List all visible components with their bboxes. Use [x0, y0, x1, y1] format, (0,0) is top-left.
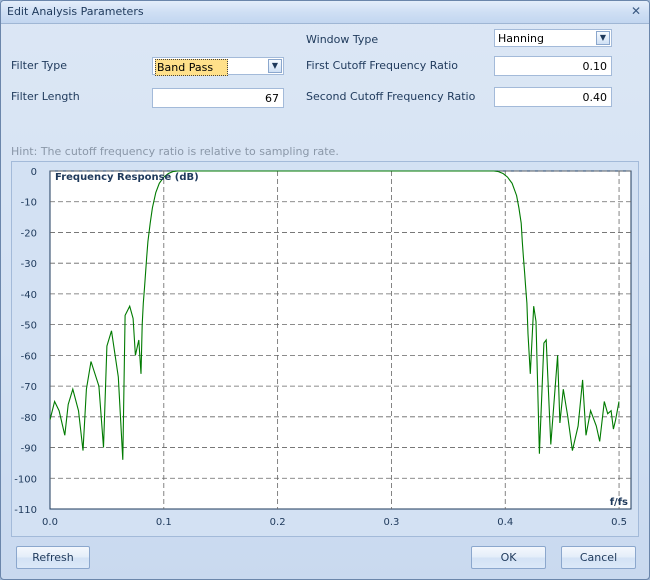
first-cutoff-input[interactable]: 0.10 — [494, 56, 612, 76]
window-type-select[interactable]: Hanning ▼ — [494, 29, 612, 47]
chart-svg: 0 -10 -20 -30 -40 -50 -60 -70 -80 -90 -100 -110 0.0 0… — [14, 167, 632, 528]
chevron-down-icon[interactable]: ▼ — [268, 59, 282, 73]
y-tick-label: -100 — [14, 474, 37, 485]
second-cutoff-label: Second Cutoff Frequency Ratio — [306, 90, 476, 103]
title-bar[interactable]: Edit Analysis Parameters ✕ — [1, 1, 649, 24]
y-tick-label: -80 — [21, 413, 37, 424]
plot-area — [49, 170, 632, 510]
y-tick-label: -20 — [21, 228, 37, 239]
y-tick-label: 0 — [31, 167, 37, 178]
x-tick-label: 0.3 — [383, 517, 399, 528]
frequency-response-line — [49, 170, 620, 460]
y-tick-label: -10 — [21, 198, 37, 209]
frequency-response-chart: 0 -10 -20 -30 -40 -50 -60 -70 -80 -90 -100 -110 0.0 0… — [11, 161, 639, 537]
filter-type-select[interactable]: Band Pass ▼ — [152, 57, 284, 76]
chart-title: Frequency Response (dB) — [55, 172, 199, 183]
y-tick-label: -110 — [14, 505, 37, 516]
hint-text: Hint: The cutoff frequency ratio is rela… — [11, 145, 339, 158]
x-tick-label: 0.5 — [611, 517, 627, 528]
x-tick-label: 0.4 — [497, 517, 513, 528]
y-tick-label: -40 — [21, 290, 37, 301]
x-axis-label: f/fs — [610, 497, 628, 508]
ok-button[interactable]: OK — [471, 546, 546, 569]
refresh-button[interactable]: Refresh — [16, 546, 90, 569]
first-cutoff-label: First Cutoff Frequency Ratio — [306, 59, 458, 72]
x-tick-label: 0.2 — [270, 517, 286, 528]
x-tick-label: 0.0 — [42, 517, 58, 528]
window-title: Edit Analysis Parameters — [7, 5, 144, 18]
filter-length-input[interactable]: 67 — [152, 88, 284, 108]
filter-type-label: Filter Type — [11, 59, 68, 72]
y-tick-label: -50 — [21, 321, 37, 332]
window-type-value: Hanning — [498, 32, 544, 45]
filter-type-value: Band Pass — [155, 59, 229, 76]
window-type-label: Window Type — [306, 33, 379, 46]
second-cutoff-input[interactable]: 0.40 — [494, 87, 612, 107]
y-tick-label: -60 — [21, 351, 37, 362]
filter-length-label: Filter Length — [11, 90, 80, 103]
chevron-down-icon[interactable]: ▼ — [596, 31, 610, 45]
cancel-button[interactable]: Cancel — [561, 546, 636, 569]
y-tick-label: -30 — [21, 259, 37, 270]
y-tick-label: -90 — [21, 444, 37, 455]
x-tick-label: 0.1 — [156, 517, 172, 528]
close-icon[interactable]: ✕ — [630, 4, 642, 18]
y-tick-label: -70 — [21, 382, 37, 393]
